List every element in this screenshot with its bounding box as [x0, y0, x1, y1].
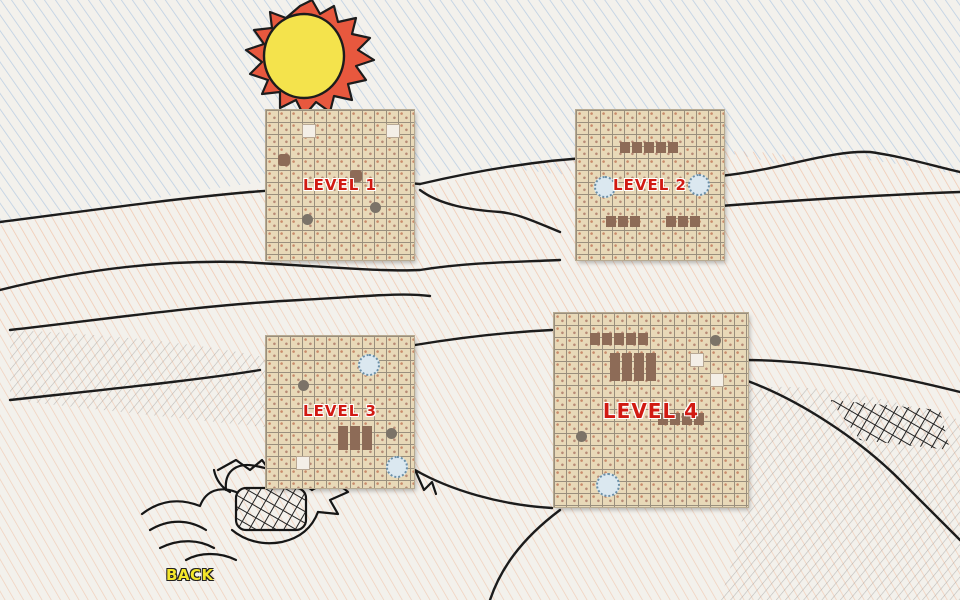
stone-tile-icon — [710, 373, 724, 387]
rock-tile-icon — [610, 353, 656, 381]
rock-tile-icon — [666, 216, 700, 227]
level-2-card[interactable]: LEVEL 2 — [576, 110, 724, 260]
barrel-tile-icon — [298, 380, 309, 391]
snowflake-tile-icon — [594, 176, 616, 198]
barrel-tile-icon — [386, 428, 397, 439]
barrel-tile-icon — [576, 431, 587, 442]
stone-tile-icon — [296, 456, 310, 470]
snowflake-tile-icon — [688, 174, 710, 196]
rock-tile-icon — [350, 170, 362, 182]
snowflake-tile-icon — [358, 354, 380, 376]
barrel-tile-icon — [302, 214, 313, 225]
rock-tile-icon — [620, 142, 678, 153]
rock-tile-icon — [658, 413, 704, 425]
rock-tile-icon — [278, 154, 290, 166]
level-1-label: LEVEL 1 — [303, 176, 377, 194]
snowflake-tile-icon — [596, 473, 620, 497]
level-1-card[interactable]: LEVEL 1 — [266, 110, 414, 260]
stone-tile-icon — [690, 353, 704, 367]
level-4-label: LEVEL 4 — [602, 399, 700, 423]
barrel-tile-icon — [370, 202, 381, 213]
rock-tile-icon — [338, 426, 372, 450]
level-2-label: LEVEL 2 — [613, 176, 687, 194]
level-4-card[interactable]: LEVEL 4 — [554, 313, 748, 507]
rock-tile-icon — [590, 333, 648, 345]
back-button[interactable]: BACK — [166, 566, 214, 584]
snowflake-tile-icon — [386, 456, 408, 478]
barrel-tile-icon — [710, 335, 721, 346]
level-3-label: LEVEL 3 — [303, 402, 377, 420]
level-3-card[interactable]: LEVEL 3 — [266, 336, 414, 488]
stone-tile-icon — [386, 124, 400, 138]
sun-drawing — [244, 0, 376, 118]
rock-tile-icon — [606, 216, 640, 227]
stone-tile-icon — [302, 124, 316, 138]
